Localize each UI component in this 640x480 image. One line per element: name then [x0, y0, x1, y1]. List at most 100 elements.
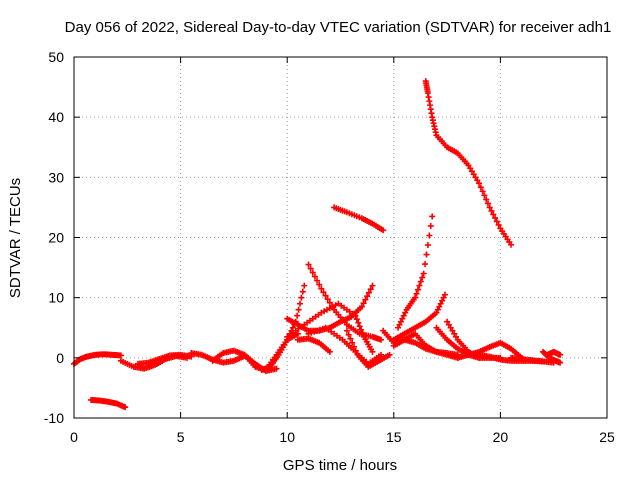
data-point [395, 324, 402, 331]
data-point [427, 222, 434, 229]
data-point [369, 282, 376, 289]
data-point [492, 214, 499, 221]
x-tick-label: 10 [279, 429, 295, 445]
data-point [347, 335, 354, 342]
data-point [319, 325, 326, 332]
y-tick-label: 30 [48, 169, 64, 185]
data-point [429, 213, 436, 220]
data-point [508, 241, 515, 248]
data-point [380, 227, 387, 234]
data-point [479, 188, 486, 195]
data-point [322, 292, 329, 299]
series-arc-20 [422, 78, 515, 248]
data-point [484, 200, 491, 207]
data-point [117, 352, 124, 359]
data-point [326, 348, 333, 355]
data-point [311, 273, 318, 280]
data-point [419, 274, 426, 281]
data-point [345, 331, 352, 338]
y-tick-label: 0 [56, 350, 64, 366]
y-axis-label: SDTVAR / TECUs [7, 178, 24, 298]
data-point [122, 404, 129, 411]
data-point [359, 330, 366, 337]
data-point [397, 318, 404, 325]
data-point [351, 343, 358, 350]
data-point [353, 316, 360, 323]
data-point [399, 315, 406, 322]
data-point [433, 309, 440, 316]
y-tick-label: -10 [44, 410, 64, 426]
data-point [378, 351, 385, 358]
data-point [416, 282, 423, 289]
data-point [309, 269, 316, 276]
data-point [495, 221, 502, 228]
data-point [417, 278, 424, 285]
data-point [486, 204, 493, 211]
data-point [308, 329, 315, 336]
data-point [449, 327, 456, 334]
data-point [420, 270, 427, 277]
series-arc-14 [343, 327, 393, 370]
data-point [440, 294, 447, 301]
data-point [364, 293, 371, 300]
data-point [349, 339, 356, 346]
data-point [441, 291, 448, 298]
data-point [444, 318, 451, 325]
data-point [483, 196, 490, 203]
data-point [412, 294, 419, 301]
x-tick-label: 15 [386, 429, 402, 445]
x-axis-label: GPS time / hours [283, 457, 397, 474]
data-point [400, 312, 407, 319]
data-point [386, 351, 393, 358]
data-point [472, 174, 479, 181]
data-point [273, 365, 280, 372]
data-point [557, 359, 564, 366]
data-point [316, 281, 323, 288]
data-point [468, 168, 475, 175]
data-point [305, 330, 312, 337]
data-point [423, 251, 430, 258]
data-point [488, 207, 495, 214]
data-point [436, 303, 443, 310]
data-point [324, 296, 331, 303]
data-point [447, 324, 454, 331]
data-point [474, 177, 481, 184]
data-point [378, 336, 385, 343]
data-point [413, 290, 420, 297]
data-point [424, 242, 431, 249]
series-arc-27 [544, 348, 564, 358]
data-point [360, 300, 367, 307]
data-point [314, 277, 321, 284]
data-point [451, 330, 458, 337]
data-point [356, 323, 363, 330]
data-point [414, 286, 421, 293]
x-tick-label: 5 [177, 429, 185, 445]
series-arc-10 [294, 335, 333, 355]
series-arc-2 [88, 396, 129, 411]
data-point [352, 312, 359, 319]
x-tick-label: 0 [70, 429, 78, 445]
data-point [445, 321, 452, 328]
data-point [470, 171, 477, 178]
data-point [467, 165, 474, 172]
data-point [355, 319, 362, 326]
data-point [326, 299, 333, 306]
data-point [396, 321, 403, 328]
data-point [477, 184, 484, 191]
data-point [307, 265, 314, 272]
data-point [557, 351, 564, 358]
data-point [298, 294, 305, 301]
data-point [311, 328, 318, 335]
data-points [71, 78, 564, 411]
series-arc-18 [395, 213, 436, 331]
data-point [320, 289, 327, 296]
data-point [301, 282, 308, 289]
data-point [365, 289, 372, 296]
data-point [358, 303, 365, 310]
x-tick-label: 20 [493, 429, 509, 445]
data-point [299, 288, 306, 295]
data-point [465, 162, 472, 169]
data-point [493, 218, 500, 225]
data-point [481, 192, 488, 199]
